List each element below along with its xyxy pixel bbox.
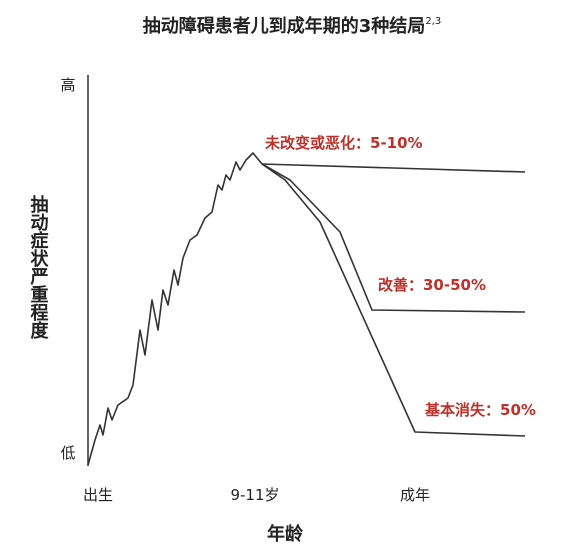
y-high-label: 高	[60, 76, 75, 94]
x-label: 9-11岁	[230, 486, 279, 504]
outcome-line-improved	[261, 163, 526, 313]
title-text: 抽动障碍患者儿到成年期的3种结局	[143, 15, 426, 37]
y-low-label: 低	[60, 444, 75, 462]
x-label: 成年	[400, 486, 430, 504]
outcome-line-unchanged	[261, 163, 526, 173]
x-label: 出生	[83, 486, 113, 504]
chart-title: 抽动障碍患者儿到成年期的3种结局2,3	[143, 15, 441, 37]
outcome-label: 基本消失：50%	[424, 401, 536, 419]
outcome-line-resolved	[261, 163, 526, 437]
childhood-curve	[87, 152, 263, 466]
title-superscript: 2,3	[425, 16, 441, 27]
y-axis-title: 抽动症状严重程度	[28, 194, 49, 340]
x-axis-title: 年龄	[267, 523, 304, 545]
outcome-label: 改善：30-50%	[378, 276, 486, 294]
outcome-label: 未改变或恶化：5-10%	[264, 134, 423, 152]
